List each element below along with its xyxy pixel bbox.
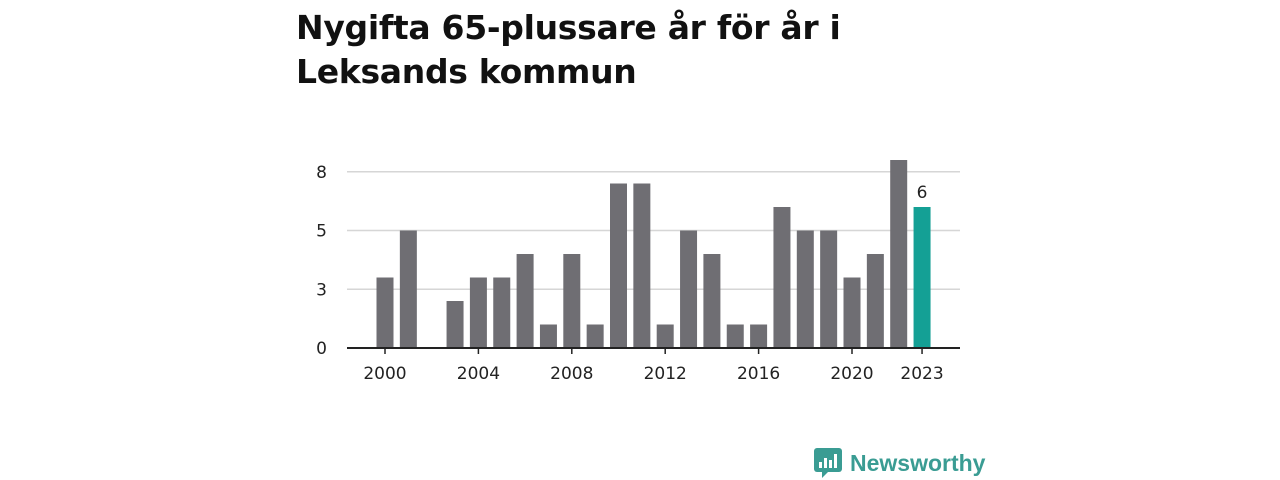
bar bbox=[446, 301, 464, 348]
bar-data-label: 6 bbox=[917, 183, 928, 203]
chart-title: Nygifta 65-plussare år för år i Leksands… bbox=[296, 8, 841, 91]
bar bbox=[610, 183, 627, 348]
bar bbox=[539, 324, 557, 348]
bar bbox=[750, 324, 768, 348]
x-tick-label: 2020 bbox=[830, 364, 873, 384]
y-tick-label: 3 bbox=[316, 280, 327, 300]
bar bbox=[843, 277, 861, 348]
y-tick-label: 0 bbox=[316, 339, 327, 359]
x-tick-label: 2023 bbox=[900, 364, 943, 384]
bar bbox=[563, 254, 581, 348]
bar bbox=[376, 277, 394, 348]
bar bbox=[820, 230, 838, 348]
y-tick-label: 8 bbox=[316, 163, 327, 183]
newsworthy-logo-text: Newsworthy bbox=[850, 449, 986, 476]
bar bbox=[726, 324, 744, 348]
bar bbox=[890, 160, 908, 348]
bar bbox=[866, 254, 884, 348]
bar-highlight bbox=[913, 207, 931, 348]
y-tick-label: 5 bbox=[316, 222, 327, 242]
x-tick-label: 2016 bbox=[737, 364, 780, 384]
newsworthy-logo[interactable]: Newsworthy bbox=[814, 446, 985, 480]
newsworthy-logo-icon bbox=[814, 448, 842, 478]
bar bbox=[796, 230, 814, 348]
bar bbox=[680, 230, 698, 348]
x-tick-label: 2004 bbox=[457, 364, 500, 384]
bar bbox=[399, 230, 417, 348]
bar bbox=[656, 324, 674, 348]
bar bbox=[493, 277, 511, 348]
x-tick-label: 2012 bbox=[644, 364, 687, 384]
bar bbox=[516, 254, 534, 348]
x-tick-label: 2000 bbox=[363, 364, 406, 384]
bar bbox=[703, 254, 721, 348]
bar bbox=[469, 277, 487, 348]
x-tick-label: 2008 bbox=[550, 364, 593, 384]
bar bbox=[586, 324, 604, 348]
bar bbox=[633, 183, 651, 348]
bar bbox=[773, 207, 791, 348]
